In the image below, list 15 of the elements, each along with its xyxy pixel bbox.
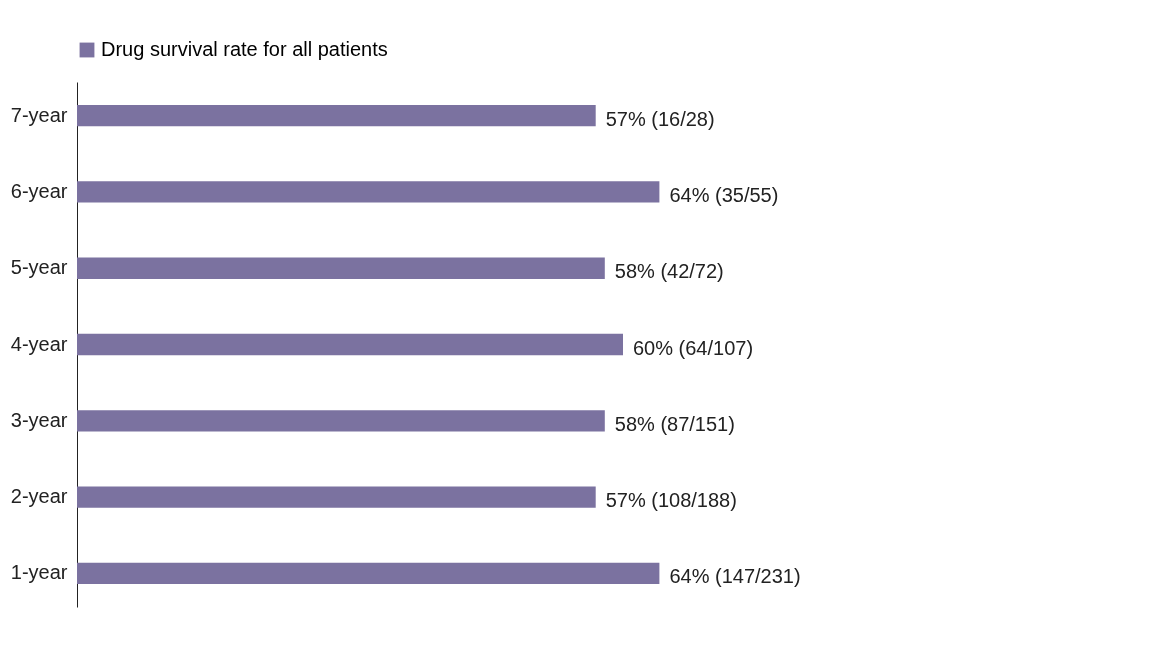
data-label: 58% (42/72)	[614, 260, 724, 283]
data-label: 60% (64/107)	[633, 336, 754, 359]
data-label: 64% (147/231)	[669, 565, 801, 588]
y-tick-label: 5-year	[10, 256, 68, 279]
y-tick-label: 1-year	[10, 561, 68, 584]
y-tick-label: 4-year	[10, 332, 68, 355]
data-label: 58% (87/151)	[614, 412, 735, 435]
y-tick-label: 3-year	[10, 408, 68, 431]
data-label: 57% (108/188)	[605, 489, 737, 512]
y-tick-label: 6-year	[10, 179, 68, 202]
y-tick-label: 2-year	[10, 485, 68, 508]
legend-label: Drug survival rate for all patients	[101, 38, 388, 60]
y-tick-label: 7-year	[10, 103, 68, 126]
data-label: 64% (35/55)	[669, 183, 779, 206]
data-label: 57% (16/28)	[605, 107, 715, 130]
